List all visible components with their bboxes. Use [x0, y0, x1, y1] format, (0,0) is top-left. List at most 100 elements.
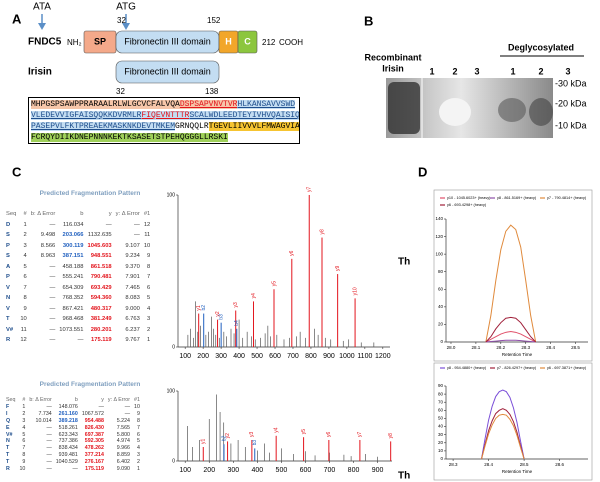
- table-cell: V#: [6, 431, 13, 438]
- table-row: P 3 8.566 300.119 1045.603 9.107 10: [4, 241, 152, 252]
- table-cell: 203.066: [62, 232, 84, 238]
- table-row: V# 5 — 623.343 697.387 5.800 6: [4, 432, 142, 439]
- table-cell: —: [49, 263, 56, 270]
- x-tick-label: 28.0: [447, 345, 456, 350]
- table-cell: 5: [136, 438, 140, 445]
- table-cell: 697.387: [84, 431, 104, 438]
- table-cell: —: [49, 284, 56, 291]
- header-cell: b: Δ Error: [29, 397, 52, 404]
- table-cell: 9: [136, 410, 140, 417]
- table-cell: —: [49, 295, 56, 301]
- table-row: T 7 — 838.434 478.262 9.966 4: [4, 445, 142, 452]
- table-cell: —: [124, 403, 131, 410]
- y-tick-label: 0: [172, 344, 175, 350]
- table-cell: 4: [22, 424, 26, 431]
- legend-label: y7 - 790.4814+ (heavy): [547, 196, 587, 200]
- table-cell: 9.370: [125, 263, 140, 270]
- blot-band: [388, 82, 420, 134]
- lane-label: 3: [565, 66, 570, 76]
- y-tick-label: 60: [438, 286, 444, 291]
- table-cell: S: [6, 232, 10, 238]
- sequence-segment: TGEVLIIVVVLFMWAGVIAL: [208, 122, 299, 131]
- sequence-box: MHPGSPSAWPPRARAALRLWLGCVCFALVQADSPSAPVNV…: [28, 97, 300, 144]
- x-tick-label: 800: [305, 353, 317, 360]
- table-cell: 654.309: [62, 284, 84, 291]
- blot-label: Irisin: [382, 63, 404, 73]
- lane-label: 1: [429, 66, 434, 76]
- table-cell: 1: [22, 403, 26, 410]
- series-line: [485, 316, 537, 343]
- x-tick-label: 1100: [357, 353, 372, 360]
- lane-label: 3: [474, 66, 479, 76]
- table-cell: —: [72, 466, 78, 473]
- y-tick-label: 20: [438, 322, 444, 327]
- peak-label: y4: [251, 293, 257, 299]
- table-cell: V: [6, 305, 10, 312]
- domain-label: C: [244, 36, 251, 46]
- table-cell: —: [49, 326, 56, 333]
- sequence-segment: PASEPVLFKTPREAEKMASKNKDEVTMKEM: [31, 122, 176, 131]
- table-cell: 9.767: [125, 337, 140, 343]
- domain-label: Fibronectin III domain: [124, 66, 211, 76]
- table-cell: 458.188: [62, 263, 84, 270]
- peak-label: y5: [271, 281, 277, 287]
- table-cell: 10: [19, 466, 26, 473]
- table-cell: 2: [147, 326, 151, 333]
- table-row: T 9 —1040.529 276.167 6.402 2: [4, 459, 142, 466]
- unit-label: Th: [398, 257, 410, 268]
- blot-label: Recombinant: [364, 52, 421, 62]
- x-tick-label: 28.1: [472, 345, 481, 350]
- domain: [237, 30, 258, 54]
- table-cell: 838.434: [58, 445, 78, 452]
- peak-label: y10: [352, 287, 358, 295]
- table-cell: —: [134, 221, 140, 228]
- legend-label: y6 - 697.3871+ (heavy): [547, 366, 587, 370]
- domain: [115, 60, 220, 84]
- table-cell: 9: [22, 459, 26, 466]
- table-cell: 8: [136, 417, 140, 424]
- table-cell: —: [124, 410, 131, 417]
- table-cell: 8.859: [116, 452, 131, 459]
- table-cell: 4: [23, 253, 27, 259]
- table-row: V# 11 —1073.551 280.201 6.237 2: [4, 325, 152, 336]
- table-cell: T: [6, 459, 10, 466]
- table-cell: 175.119: [85, 466, 104, 473]
- y-tick-label: 100: [167, 388, 176, 394]
- table-cell: F: [6, 403, 10, 410]
- position: 32: [116, 87, 125, 96]
- table-cell: 826.430: [84, 424, 104, 431]
- table-cell: —: [46, 459, 52, 466]
- header-cell: Seq: [6, 211, 17, 218]
- table-cell: 1: [136, 466, 140, 473]
- y-tick-label: 20: [438, 440, 444, 445]
- table-cell: 939.481: [58, 452, 78, 459]
- table-cell: —: [46, 445, 52, 452]
- table-cell: 261.160: [58, 410, 78, 417]
- panel-label: D: [418, 164, 427, 179]
- domain-label: Fibronectin III domain: [124, 36, 211, 46]
- table-cell: 4: [136, 445, 140, 452]
- peak-label: b4: [234, 320, 240, 326]
- protein-name: Irisin: [28, 67, 52, 78]
- table-cell: —: [77, 337, 84, 343]
- table-cell: 3: [147, 316, 151, 322]
- y-tick-label: 70: [438, 399, 444, 404]
- table-cell: V#: [6, 326, 14, 333]
- header-cell: y: Δ Error: [107, 397, 131, 404]
- table-cell: 954.488: [84, 417, 104, 424]
- header-cell: Seq: [6, 397, 16, 404]
- table-cell: —: [49, 221, 56, 228]
- table-cell: 175.119: [91, 337, 112, 343]
- peak-label: y3: [233, 302, 239, 308]
- table-cell: S: [6, 253, 10, 259]
- x-tick-label: 700: [324, 467, 336, 474]
- table-cell: 389.218: [58, 417, 78, 424]
- x-tick-label: 28.4: [484, 462, 493, 467]
- table-cell: 6.237: [125, 326, 140, 333]
- table-cell: 1045.603: [87, 242, 112, 249]
- position: 32: [117, 16, 126, 25]
- table-cell: 6.763: [125, 316, 140, 322]
- table-cell: 7: [147, 274, 151, 280]
- table-title: Predicted Fragmentation Pattern: [39, 381, 141, 388]
- x-tick-label: 400: [252, 467, 264, 474]
